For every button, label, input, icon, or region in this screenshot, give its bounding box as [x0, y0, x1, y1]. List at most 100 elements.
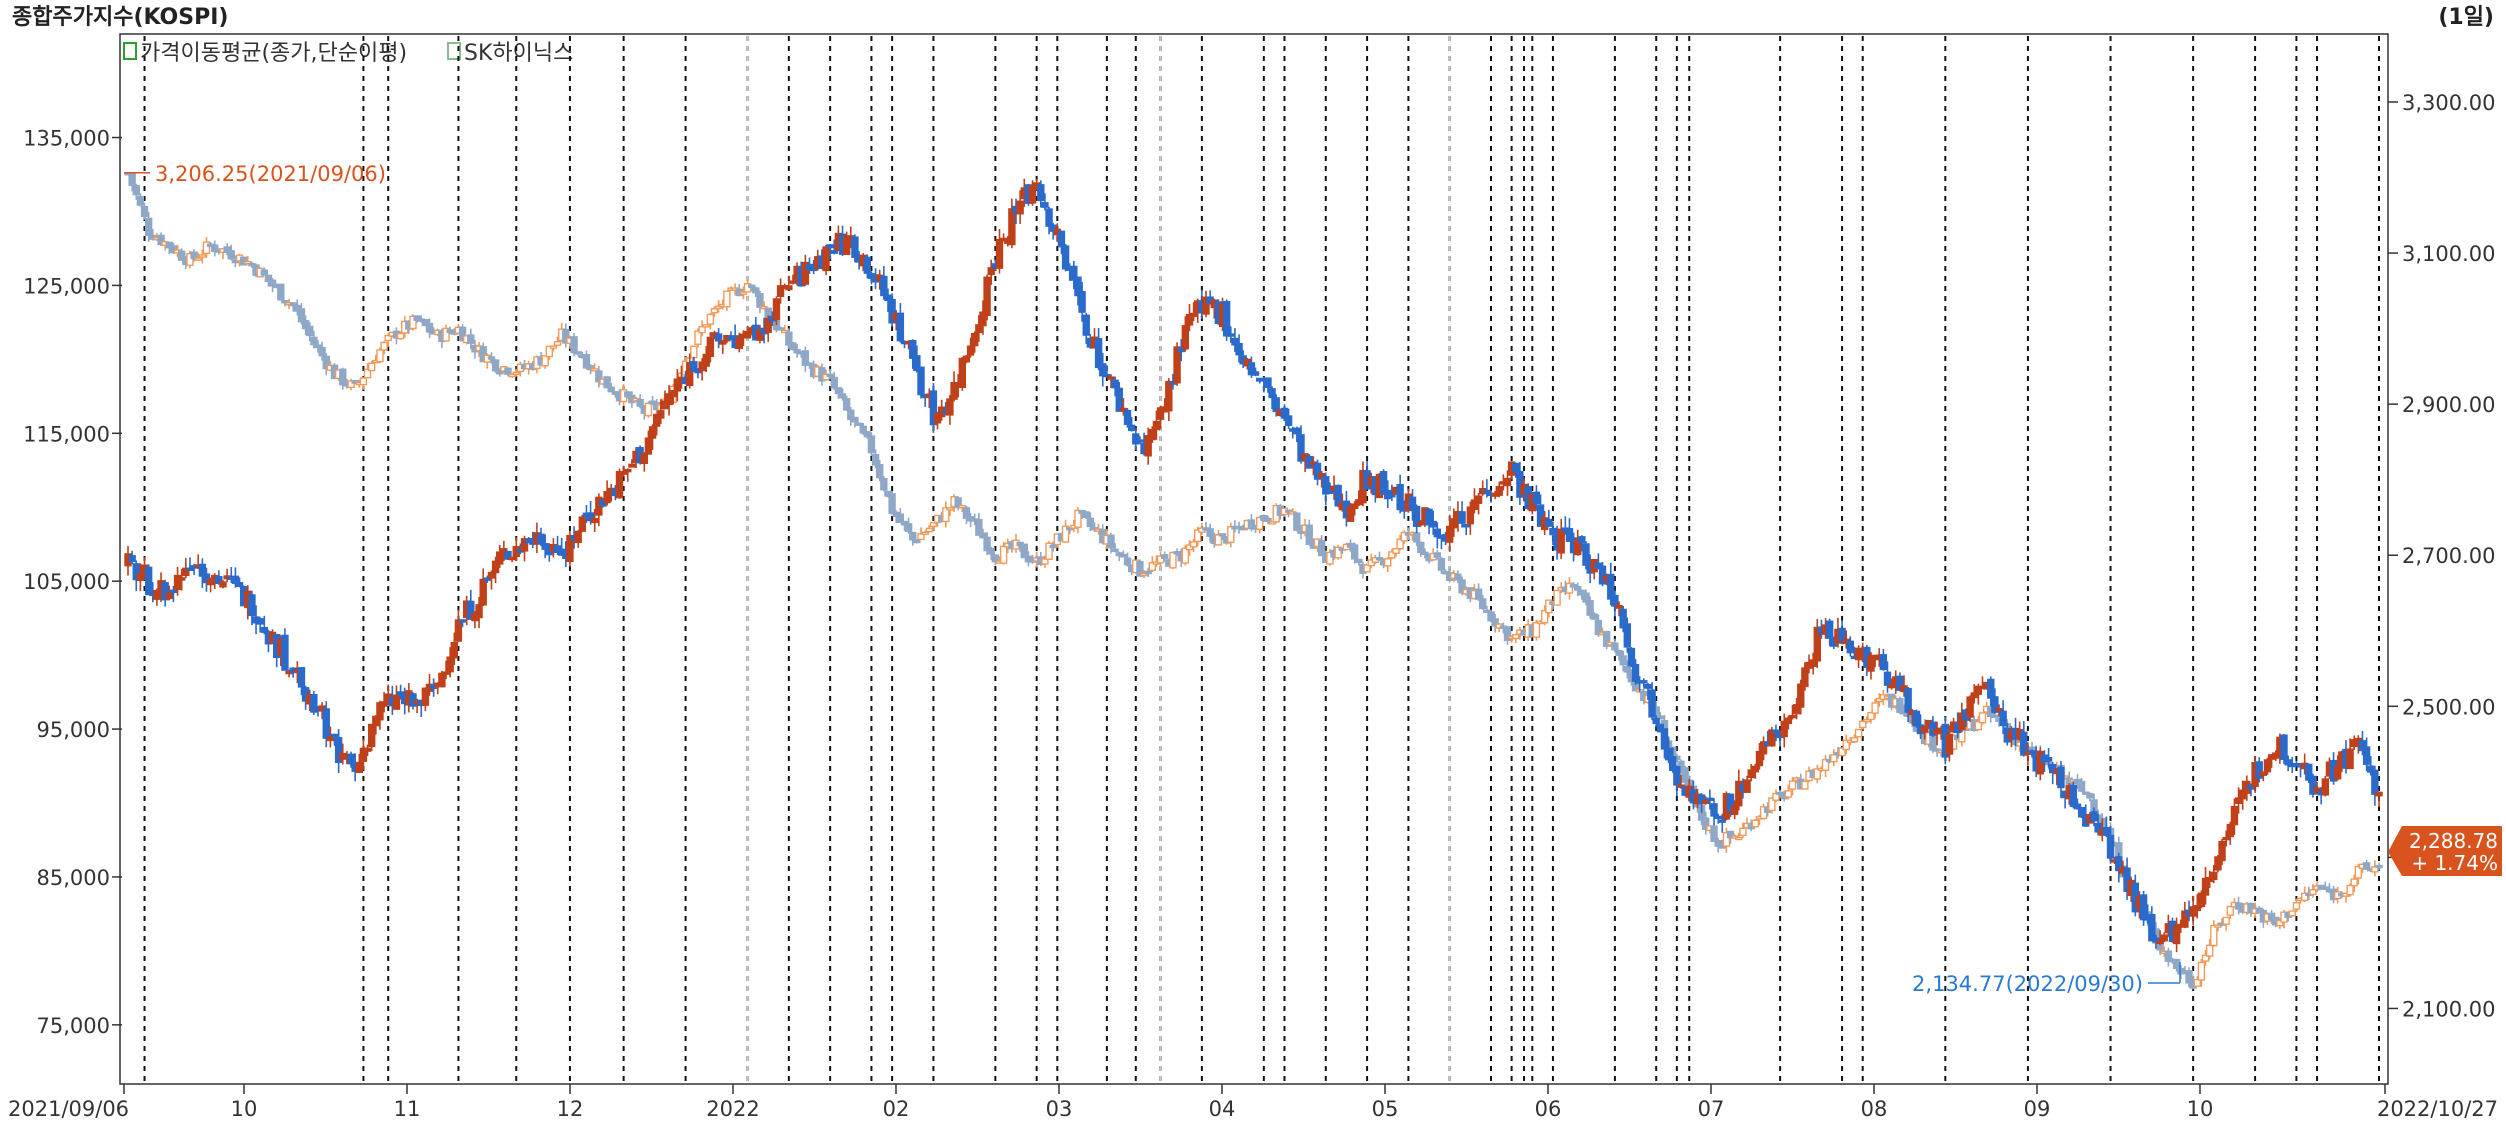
- kospi-candle: [1479, 598, 1487, 610]
- kospi-candle: [2309, 889, 2317, 896]
- stock-candle: [1396, 484, 1404, 511]
- kospi-candle: [1602, 630, 1611, 647]
- kospi-candle: [281, 300, 289, 304]
- kospi-candle: [1656, 715, 1665, 720]
- kospi-candle: [1768, 797, 1776, 812]
- stock-candle: [2181, 910, 2189, 928]
- stock-candle: [1751, 765, 1760, 773]
- stock-candle: [735, 337, 743, 350]
- stock-candle: [896, 312, 905, 342]
- stock-candle: [1458, 511, 1466, 524]
- kospi-candle: [1474, 588, 1483, 600]
- stock-candle: [136, 573, 145, 582]
- kospi-candle: [1702, 817, 1710, 830]
- kospi-candle: [1214, 534, 1223, 546]
- stock-candle: [169, 589, 178, 594]
- kospi-candle: [1838, 747, 1846, 757]
- x-axis-label: 2022/10/27: [2377, 1097, 2498, 1121]
- stock-candle: [2375, 791, 2383, 797]
- stock-candle: [1462, 524, 1470, 528]
- right-axis-label: 2,100.00: [2402, 997, 2496, 1021]
- kospi-candle: [611, 391, 620, 395]
- stock-candle: [260, 626, 268, 633]
- kospi-candle: [644, 402, 653, 417]
- kospi-candle: [1503, 626, 1512, 642]
- stock-candle: [2090, 811, 2098, 822]
- legend-label-ma[interactable]: 가격이동평균(종가,단순이평): [140, 41, 407, 66]
- stock-candle: [2123, 867, 2131, 893]
- kospi-candle: [264, 274, 273, 283]
- stock-candle: [2214, 856, 2222, 871]
- stock-candle: [2069, 784, 2078, 807]
- stock-candle: [648, 426, 657, 439]
- kospi-candle: [223, 246, 231, 253]
- stock-candle: [1313, 462, 1322, 480]
- stock-candle: [541, 543, 549, 550]
- right-axis-label: 3,300.00: [2402, 91, 2496, 115]
- stock-candle: [1545, 518, 1553, 527]
- stock-candle: [1346, 506, 1355, 522]
- kospi-candle: [2214, 924, 2222, 928]
- kospi-candle: [1264, 517, 1272, 522]
- kospi-candle: [306, 325, 314, 337]
- stock-candle: [1871, 656, 1879, 661]
- kospi-candle: [2201, 954, 2210, 962]
- stock-candle: [1640, 680, 1648, 684]
- kospi-candle: [2222, 916, 2230, 925]
- stock-candle: [2172, 925, 2181, 945]
- stock-candle: [979, 311, 987, 327]
- kospi-candle: [1854, 728, 1863, 738]
- stock-candle: [2313, 787, 2321, 794]
- left-axis-label: 105,000: [23, 570, 110, 594]
- stock-candle: [1801, 667, 1809, 688]
- kospi-candle: [1859, 720, 1867, 729]
- kospi-candle: [1722, 832, 1731, 847]
- period-label[interactable]: (1일): [2438, 5, 2494, 30]
- kospi-candle: [1045, 542, 1053, 560]
- kospi-candle: [1710, 825, 1718, 842]
- kospi-candle: [1194, 529, 1202, 543]
- kospi-candle: [1619, 655, 1627, 666]
- stock-candle: [508, 556, 516, 561]
- kospi-candle: [165, 241, 174, 249]
- stock-candle: [1966, 696, 1974, 718]
- kospi-candle: [136, 195, 145, 206]
- stock-candle: [1379, 471, 1388, 495]
- stock-candle: [702, 353, 710, 367]
- current-value-box: 2,288.78 + 1.74%: [2388, 826, 2502, 876]
- kospi-candle: [359, 377, 368, 386]
- stock-candle: [1598, 565, 1607, 585]
- left-axis-label: 95,000: [37, 718, 110, 742]
- kospi-candle: [1024, 555, 1033, 563]
- kospi-candle: [409, 315, 417, 330]
- kospi-candle: [260, 269, 268, 276]
- kospi-candle: [595, 370, 603, 383]
- legend-label-stock[interactable]: SK하이닉스: [464, 41, 573, 66]
- stock-candle: [1466, 506, 1475, 525]
- kospi-candle: [723, 290, 731, 308]
- stock-candle: [409, 693, 417, 707]
- stock-candle: [958, 357, 967, 389]
- stock-candle: [421, 687, 430, 706]
- kospi-candle: [541, 355, 549, 367]
- stock-candle: [1132, 433, 1140, 445]
- stock-candle: [132, 563, 140, 581]
- stock-candle: [962, 355, 971, 363]
- kospi-candle: [144, 217, 153, 236]
- kospi-candle: [1111, 548, 1119, 552]
- kospi-candle: [2185, 970, 2193, 984]
- kospi-candle: [764, 307, 772, 318]
- kospi-candle: [363, 368, 372, 379]
- stock-candle: [1280, 407, 1289, 419]
- stock-candle: [1669, 756, 1677, 771]
- stock-candle: [743, 330, 752, 339]
- stock-candle: [1433, 528, 1441, 538]
- kospi-candle: [979, 532, 987, 539]
- stock-candle: [1037, 184, 1045, 202]
- kospi-candle: [1169, 551, 1177, 569]
- left-axis-label: 75,000: [37, 1014, 110, 1038]
- stock-candle: [652, 413, 661, 427]
- kospi-candle: [314, 344, 322, 349]
- stock-candle: [1119, 407, 1128, 412]
- stock-candle: [2094, 822, 2102, 833]
